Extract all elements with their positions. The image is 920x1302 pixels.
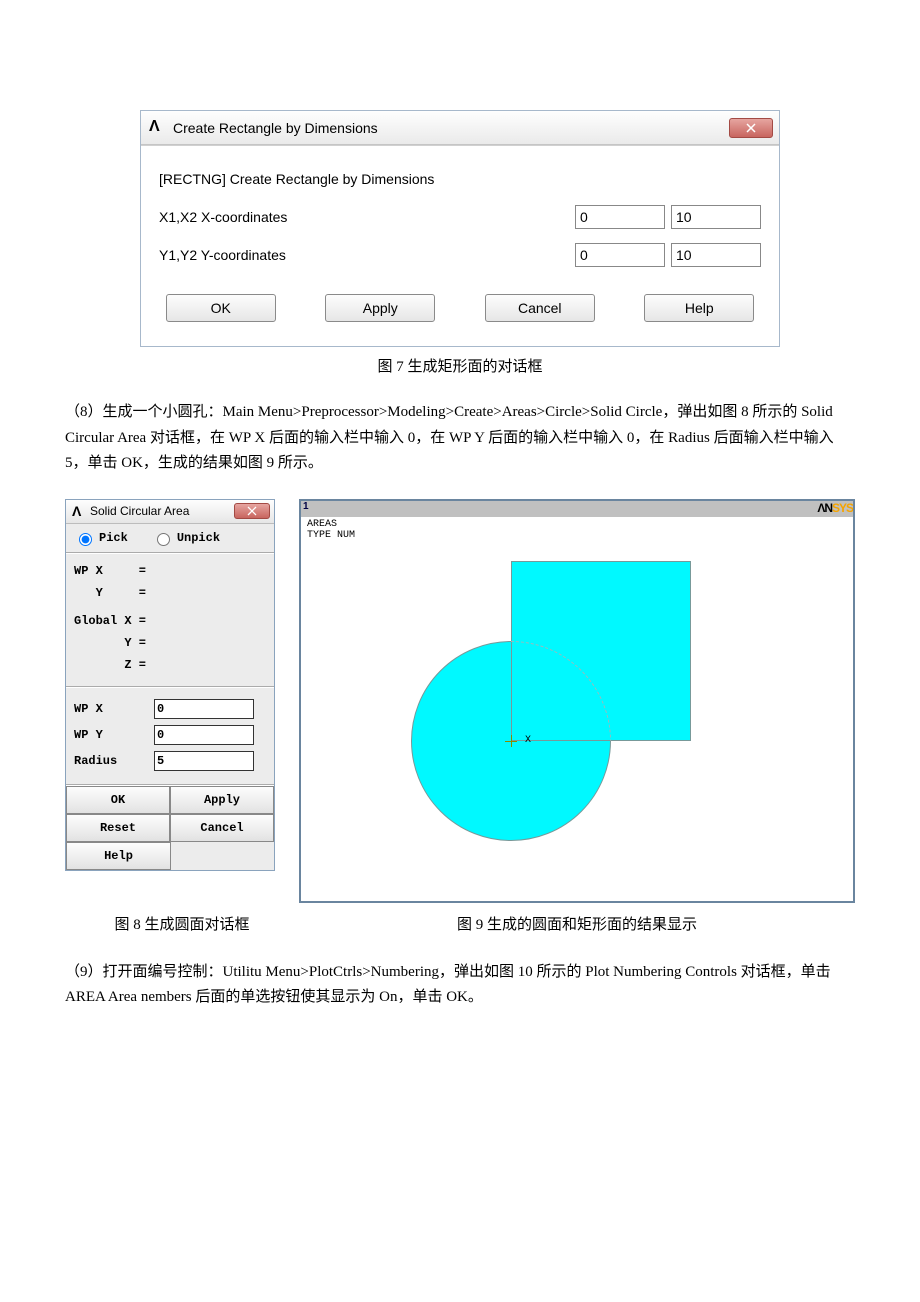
wpy-label: WP Y bbox=[74, 728, 154, 742]
ansys-logo: ΛNSYS bbox=[817, 501, 853, 517]
button-row: OK Apply bbox=[66, 786, 274, 814]
wpx-label: WP X bbox=[74, 702, 154, 716]
wpy-row: WP Y bbox=[74, 722, 266, 748]
x-coordinates-row: X1,X2 X-coordinates bbox=[159, 198, 761, 236]
reset-button[interactable]: Reset bbox=[66, 814, 170, 842]
ok-button[interactable]: OK bbox=[166, 294, 276, 322]
figure-8-caption: 图 8 生成圆面对话框 bbox=[65, 913, 299, 934]
logo-part-black: ΛN bbox=[817, 501, 832, 515]
caption-row: 图 8 生成圆面对话框 图 9 生成的圆面和矩形面的结果显示 bbox=[65, 913, 855, 934]
viewport-line2: TYPE NUM bbox=[307, 530, 355, 542]
close-icon bbox=[247, 506, 257, 516]
unpick-radio-label: Unpick bbox=[177, 531, 220, 545]
radius-label: Radius bbox=[74, 754, 154, 768]
viewport-info-text: AREAS TYPE NUM bbox=[307, 519, 355, 542]
figure-7-caption: 图 7 生成矩形面的对话框 bbox=[65, 355, 855, 376]
close-button[interactable] bbox=[729, 118, 773, 138]
ok-button[interactable]: OK bbox=[66, 786, 170, 814]
spacer bbox=[309, 501, 818, 517]
viewport-line1: AREAS bbox=[307, 519, 355, 531]
paragraph-9: （9）打开面编号控制：Utilitu Menu>PlotCtrls>Number… bbox=[65, 960, 855, 1011]
rectng-header-text: [RECTNG] Create Rectangle by Dimensions bbox=[159, 171, 761, 187]
paragraph-8: （8）生成一个小圆孔：Main Menu>Preprocessor>Modeli… bbox=[65, 400, 855, 477]
button-section: OK Apply Reset Cancel Help bbox=[66, 786, 274, 870]
wpx-readout: WP X = bbox=[74, 560, 266, 582]
viewport-topbar: 1 ΛNSYS bbox=[301, 501, 853, 517]
empty-button bbox=[171, 842, 274, 870]
solid-circular-area-dialog: Λ Solid Circular Area Pick Unpick WP X = bbox=[65, 499, 275, 871]
create-rectangle-dialog: Λ Create Rectangle by Dimensions [RECTNG… bbox=[140, 110, 780, 347]
wpx-row: WP X bbox=[74, 696, 266, 722]
global-y-readout: Y = bbox=[74, 632, 266, 654]
button-row: Reset Cancel bbox=[66, 814, 274, 842]
x1-input[interactable] bbox=[575, 205, 665, 229]
input-section: WP X WP Y Radius bbox=[66, 688, 274, 786]
dialog-title: Create Rectangle by Dimensions bbox=[173, 120, 729, 136]
rectangle-area bbox=[511, 561, 691, 741]
coordinate-readout: WP X = Y = Global X = Y = Z = bbox=[66, 554, 274, 688]
y-coordinates-row: Y1,Y2 Y-coordinates bbox=[159, 236, 761, 274]
global-x-readout: Global X = bbox=[74, 610, 266, 632]
x-label: X1,X2 X-coordinates bbox=[159, 209, 569, 225]
pick-radio-input[interactable] bbox=[79, 533, 92, 546]
wpy-input[interactable] bbox=[154, 725, 254, 745]
ansys-icon: Λ bbox=[149, 120, 165, 136]
figure-row: Λ Solid Circular Area Pick Unpick WP X = bbox=[65, 499, 855, 903]
figure-9-caption: 图 9 生成的圆面和矩形面的结果显示 bbox=[299, 913, 855, 934]
x2-input[interactable] bbox=[671, 205, 761, 229]
y-label: Y1,Y2 Y-coordinates bbox=[159, 247, 569, 263]
unpick-radio-input[interactable] bbox=[157, 533, 170, 546]
help-button[interactable]: Help bbox=[644, 294, 754, 322]
pick-radio-label: Pick bbox=[99, 531, 128, 545]
wpx-input[interactable] bbox=[154, 699, 254, 719]
dialog-titlebar: Λ Solid Circular Area bbox=[66, 500, 274, 524]
help-button[interactable]: Help bbox=[66, 842, 171, 870]
x-axis-label: X bbox=[525, 735, 531, 746]
logo-part-yellow: SYS bbox=[832, 501, 853, 515]
radius-row: Radius bbox=[74, 748, 266, 774]
close-icon bbox=[746, 123, 756, 133]
ansys-icon: Λ bbox=[72, 503, 86, 519]
apply-button[interactable]: Apply bbox=[325, 294, 435, 322]
dialog-button-row: OK Apply Cancel Help bbox=[141, 274, 779, 346]
wpy-readout: Y = bbox=[74, 582, 266, 604]
global-z-readout: Z = bbox=[74, 654, 266, 676]
y2-input[interactable] bbox=[671, 243, 761, 267]
y1-input[interactable] bbox=[575, 243, 665, 267]
close-button[interactable] bbox=[234, 503, 270, 519]
ansys-viewport: 1 ΛNSYS AREAS TYPE NUM X bbox=[299, 499, 855, 903]
pick-radio[interactable]: Pick bbox=[74, 530, 128, 546]
cancel-button[interactable]: Cancel bbox=[485, 294, 595, 322]
unpick-radio[interactable]: Unpick bbox=[152, 530, 220, 546]
rectng-header: [RECTNG] Create Rectangle by Dimensions bbox=[159, 160, 761, 198]
pick-mode-row: Pick Unpick bbox=[66, 524, 274, 554]
button-row: Help bbox=[66, 842, 274, 870]
dialog-title: Solid Circular Area bbox=[90, 504, 234, 518]
dialog-titlebar: Λ Create Rectangle by Dimensions bbox=[141, 111, 779, 145]
radius-input[interactable] bbox=[154, 751, 254, 771]
cancel-button[interactable]: Cancel bbox=[170, 814, 274, 842]
apply-button[interactable]: Apply bbox=[170, 786, 274, 814]
dialog-body: [RECTNG] Create Rectangle by Dimensions … bbox=[141, 145, 779, 274]
